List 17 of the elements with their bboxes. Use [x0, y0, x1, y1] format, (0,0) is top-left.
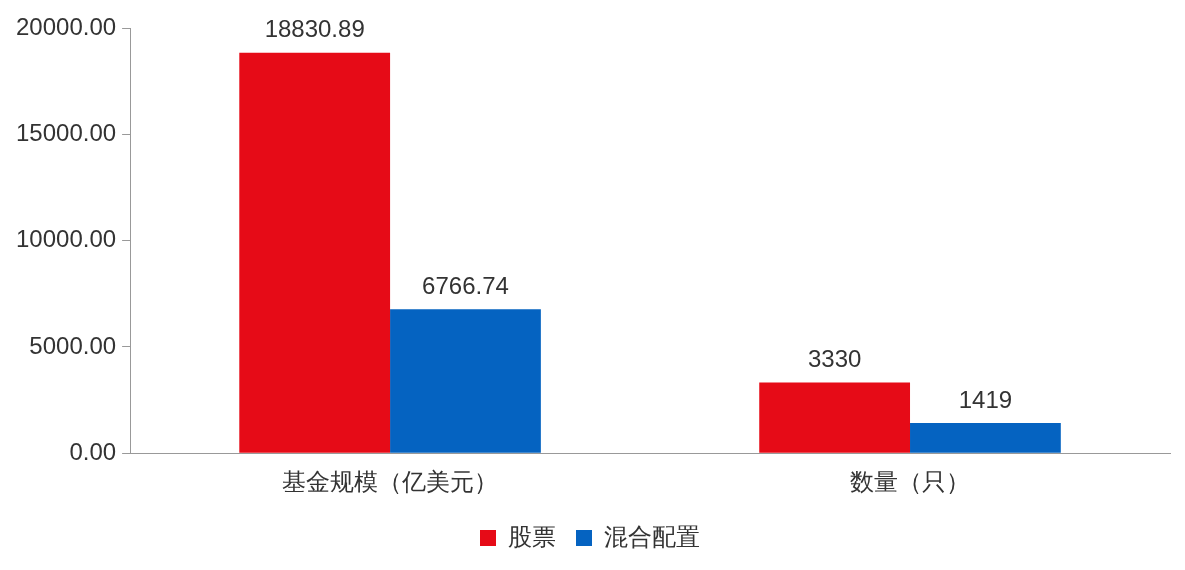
y-tick-label: 20000.00 [15, 12, 117, 40]
y-tick-label: 0.00 [69, 437, 117, 465]
bar [239, 52, 391, 453]
bar [910, 423, 1061, 453]
legend-label: 混合配置 [604, 522, 700, 550]
legend-label: 股票 [508, 522, 556, 550]
bar [759, 382, 911, 453]
data-label: 1419 [958, 385, 1013, 413]
data-label: 3330 [807, 345, 862, 373]
y-tick-label: 15000.00 [15, 118, 117, 146]
x-tick-label: 基金规模（亿美元） [282, 468, 499, 496]
bar [390, 309, 541, 453]
data-label: 18830.89 [264, 15, 365, 43]
x-tick-label: 数量（只） [850, 468, 971, 496]
y-tick-label: 10000.00 [15, 225, 117, 253]
data-label: 6766.74 [422, 271, 509, 299]
y-tick-label: 5000.00 [29, 331, 117, 359]
